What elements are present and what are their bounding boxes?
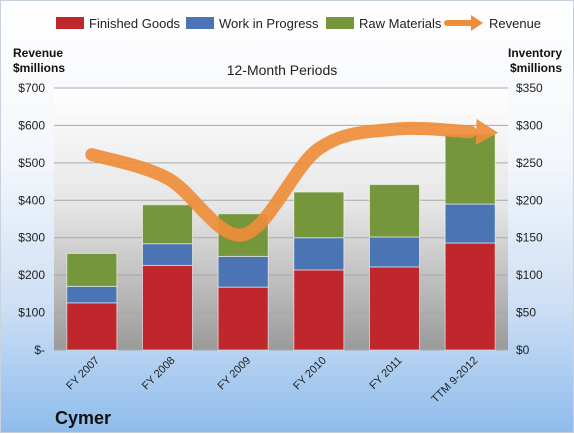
x-category-label: FY 2010 [291, 355, 329, 393]
x-category-label: FY 2011 [367, 355, 404, 392]
y-left-title-line1: Revenue [13, 46, 63, 60]
bar-raw-materials [142, 204, 193, 245]
y-right-title-line2: $millions [510, 61, 562, 75]
bar-work-in-progress [142, 243, 193, 266]
y-right-tick-label: $50 [516, 306, 536, 320]
bar-work-in-progress [293, 237, 345, 271]
y-right-tick-label: $0 [516, 343, 530, 357]
bar-finished-goods [444, 242, 496, 351]
chart-subtitle: 12-Month Periods [227, 62, 338, 78]
bar-work-in-progress [217, 255, 269, 288]
y-left-tick-label: $400 [18, 193, 45, 207]
y-right-title-line1: Inventory [508, 46, 562, 60]
bar-raw-materials [66, 252, 118, 287]
bars [66, 133, 496, 351]
revenue-arrowhead [475, 119, 499, 145]
legend-swatch-finished-goods [56, 17, 84, 29]
y-left-tick-label: $100 [18, 306, 45, 320]
x-category-label: FY 2009 [216, 355, 254, 393]
legend-swatch-raw-materials [326, 17, 354, 29]
bar-finished-goods [217, 286, 269, 351]
y-right-tick-label: $200 [516, 193, 543, 207]
y-left-tick-label: $700 [18, 81, 45, 95]
bar-finished-goods [369, 266, 420, 351]
bar-finished-goods [66, 302, 118, 351]
bar-work-in-progress [444, 203, 496, 244]
bar-finished-goods [142, 264, 193, 351]
y-right-tick-label: $250 [516, 156, 543, 170]
legend-swatch-work-in-progress [186, 17, 214, 29]
y-right-tick-label: $300 [516, 118, 543, 132]
legend-arrow-revenue [471, 15, 483, 31]
company-name: Cymer [55, 408, 111, 428]
y-right-tick-label: $100 [516, 268, 543, 282]
y-right-ticks: $0 $50 $100 $150 $200 $250 $300 $350 [516, 81, 543, 357]
legend-label-revenue: Revenue [489, 16, 541, 31]
bar-finished-goods [293, 269, 345, 351]
x-category-label: FY 2008 [140, 355, 178, 393]
y-left-tick-label: $200 [18, 268, 45, 282]
legend-label-finished-goods: Finished Goods [89, 16, 181, 31]
revenue-line [85, 119, 499, 242]
legend-label-raw-materials: Raw Materials [359, 16, 442, 31]
legend-label-work-in-progress: Work in Progress [219, 16, 319, 31]
x-category-label: FY 2007 [64, 355, 102, 393]
revenue-line-path [85, 121, 477, 242]
y-left-tick-label: $500 [18, 156, 45, 170]
bar-work-in-progress [66, 285, 118, 304]
bar-work-in-progress [369, 236, 420, 268]
y-left-tick-label: $- [34, 343, 45, 357]
bar-raw-materials [369, 184, 420, 238]
y-right-tick-label: $350 [516, 81, 543, 95]
bar-raw-materials [293, 191, 345, 239]
bar-raw-materials [444, 133, 496, 205]
y-left-tick-label: $300 [18, 231, 45, 245]
y-left-ticks: $- $100 $200 $300 $400 $500 $600 $700 [18, 81, 45, 357]
y-left-tick-label: $600 [18, 118, 45, 132]
legend: Finished Goods Work in Progress Raw Materi… [56, 15, 541, 31]
category-labels: FY 2007 FY 2008 FY 2009 FY 2010 FY 2011 TTM 9… [64, 355, 480, 406]
y-right-tick-label: $150 [516, 231, 543, 245]
y-left-title-line2: $millions [13, 61, 65, 75]
x-category-label: TTM 9-2012 [429, 355, 480, 406]
